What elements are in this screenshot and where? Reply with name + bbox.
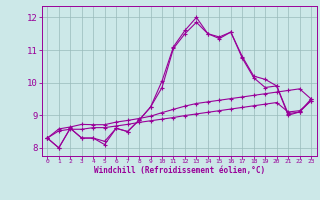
X-axis label: Windchill (Refroidissement éolien,°C): Windchill (Refroidissement éolien,°C) <box>94 166 265 175</box>
